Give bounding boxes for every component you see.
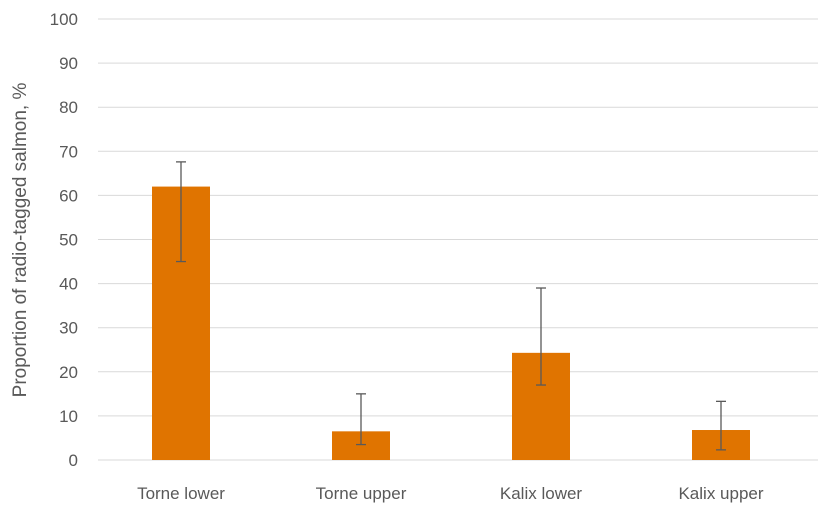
y-tick-label-80: 80 xyxy=(59,98,78,117)
y-tick-label-40: 40 xyxy=(59,275,78,294)
y-tick-labels: 0 10 20 30 40 50 60 70 80 90 100 xyxy=(50,10,78,470)
y-tick-label-70: 70 xyxy=(59,142,78,161)
y-tick-label-100: 100 xyxy=(50,10,78,29)
error-bars xyxy=(176,161,726,451)
y-tick-label-90: 90 xyxy=(59,54,78,73)
bars xyxy=(152,186,750,460)
x-tick-label-kalix-upper: Kalix upper xyxy=(678,484,763,503)
x-category-labels: Torne lower Torne upper Kalix lower Kalix u… xyxy=(137,484,764,503)
x-tick-label-kalix-lower: Kalix lower xyxy=(500,484,583,503)
gridlines xyxy=(98,18,818,461)
y-axis-title: Proportion of radio-tagged salmon, % xyxy=(10,83,31,398)
y-tick-label-60: 60 xyxy=(59,186,78,205)
y-tick-label-10: 10 xyxy=(59,407,78,426)
x-tick-label-torne-lower: Torne lower xyxy=(137,484,225,503)
y-tick-label-20: 20 xyxy=(59,363,78,382)
x-tick-label-torne-upper: Torne upper xyxy=(316,484,407,503)
y-tick-label-30: 30 xyxy=(59,319,78,338)
y-tick-label-50: 50 xyxy=(59,231,78,250)
y-tick-label-0: 0 xyxy=(69,451,78,470)
